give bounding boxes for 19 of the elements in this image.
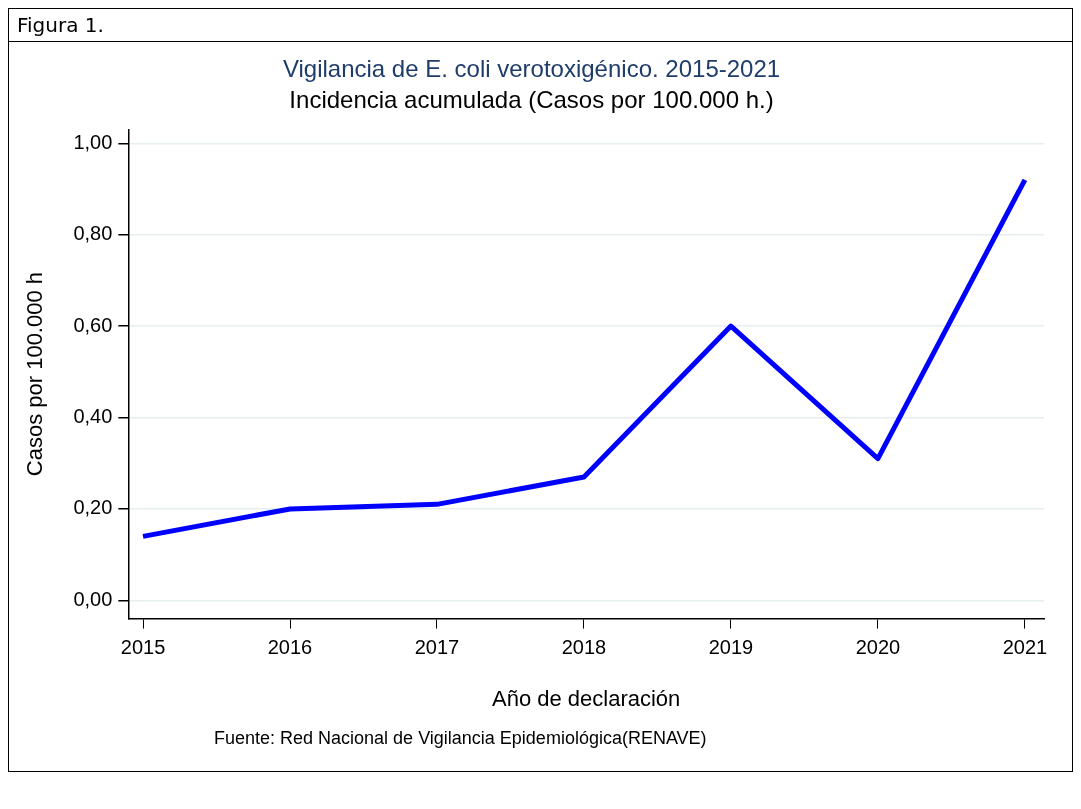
- x-tick-label: 2021: [1002, 636, 1048, 659]
- y-tick-label: 1,00: [73, 130, 113, 153]
- x-tick-label: 2018: [561, 636, 607, 659]
- y-tick-label: 0,00: [73, 587, 113, 610]
- x-tick-label: 2015: [120, 636, 166, 659]
- x-tick-label: 2017: [414, 636, 460, 659]
- x-axis-title: Año de declaración: [491, 685, 681, 711]
- chart-title: Vigilancia de E. coli verotoxigénico. 2015-2021: [282, 55, 781, 83]
- y-tick-label: 0,60: [73, 313, 113, 336]
- y-tick-label: 0,20: [73, 496, 113, 519]
- x-tick-label: 2020: [855, 636, 901, 659]
- text: Figura 1.: [9, 9, 1072, 42]
- source-note: Fuente: Red Nacional de Vigilancia Epidemiológica(RENAVE): [213, 727, 708, 750]
- y-axis-title: Casos por 100.000 h: [22, 271, 48, 477]
- x-tick-label: 2019: [708, 636, 754, 659]
- x-tick-label: 2016: [267, 636, 313, 659]
- y-tick-label: 0,40: [73, 405, 113, 428]
- chart-subtitle: Incidencia acumulada (Casos por 100.000 h.): [289, 85, 774, 113]
- y-tick-label: 0,80: [73, 222, 113, 245]
